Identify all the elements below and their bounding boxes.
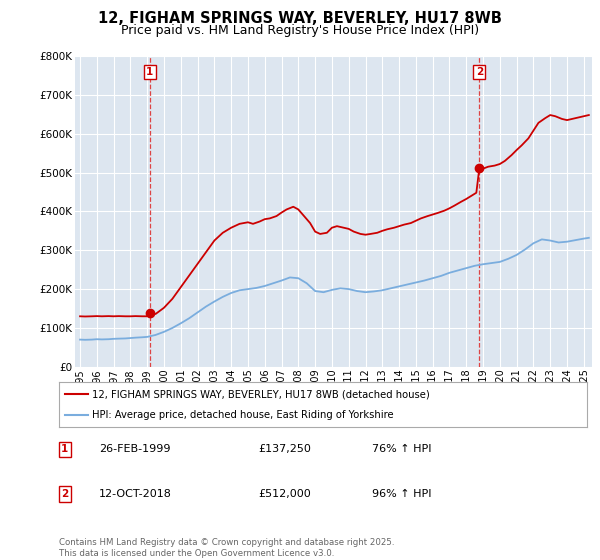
Text: 96% ↑ HPI: 96% ↑ HPI: [372, 489, 431, 499]
Text: 2: 2: [61, 489, 68, 499]
Text: 2: 2: [476, 67, 483, 77]
Text: 12, FIGHAM SPRINGS WAY, BEVERLEY, HU17 8WB: 12, FIGHAM SPRINGS WAY, BEVERLEY, HU17 8…: [98, 11, 502, 26]
Text: Price paid vs. HM Land Registry's House Price Index (HPI): Price paid vs. HM Land Registry's House …: [121, 24, 479, 37]
Text: Contains HM Land Registry data © Crown copyright and database right 2025.
This d: Contains HM Land Registry data © Crown c…: [59, 538, 394, 558]
Text: 26-FEB-1999: 26-FEB-1999: [99, 444, 170, 454]
Text: 1: 1: [61, 444, 68, 454]
Text: HPI: Average price, detached house, East Riding of Yorkshire: HPI: Average price, detached house, East…: [92, 409, 393, 419]
Text: 12, FIGHAM SPRINGS WAY, BEVERLEY, HU17 8WB (detached house): 12, FIGHAM SPRINGS WAY, BEVERLEY, HU17 8…: [92, 389, 429, 399]
Text: £137,250: £137,250: [258, 444, 311, 454]
Text: 1: 1: [146, 67, 154, 77]
Text: 76% ↑ HPI: 76% ↑ HPI: [372, 444, 431, 454]
Text: 12-OCT-2018: 12-OCT-2018: [99, 489, 172, 499]
Text: £512,000: £512,000: [258, 489, 311, 499]
